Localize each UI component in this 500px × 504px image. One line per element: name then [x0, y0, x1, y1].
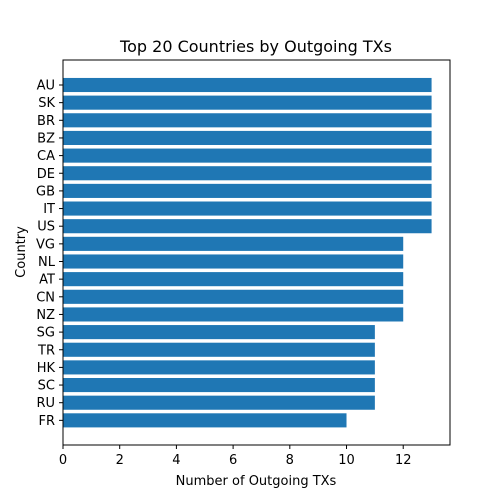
y-tick-label: GB — [36, 184, 55, 199]
bar-sk — [63, 96, 432, 110]
bar-ru — [63, 396, 375, 410]
bar-at — [63, 272, 403, 286]
y-tick-label: US — [37, 220, 55, 235]
y-tick-label: SC — [38, 379, 55, 394]
y-tick-label: AU — [37, 79, 55, 94]
y-tick-label: CA — [37, 149, 55, 164]
y-tick-label: TR — [37, 343, 55, 358]
bar-sc — [63, 378, 375, 392]
bar-gb — [63, 184, 432, 198]
bar-au — [63, 78, 432, 92]
x-tick-label: 4 — [172, 453, 180, 468]
bar-nl — [63, 254, 403, 268]
x-axis-label: Number of Outgoing TXs — [176, 474, 337, 489]
x-tick-label: 2 — [116, 453, 124, 468]
bar-us — [63, 219, 432, 233]
y-tick-label: NZ — [36, 308, 55, 323]
bar-br — [63, 113, 432, 127]
y-tick-label: CN — [36, 290, 55, 305]
y-tick-label: VG — [36, 237, 55, 252]
bar-vg — [63, 237, 403, 251]
chart-title: Top 20 Countries by Outgoing TXs — [119, 37, 392, 56]
bar-it — [63, 202, 432, 216]
bar-nz — [63, 307, 403, 321]
y-tick-label: BZ — [37, 131, 55, 146]
y-tick-label: HK — [37, 361, 56, 376]
x-tick-label: 8 — [286, 453, 294, 468]
y-tick-label: BR — [37, 114, 55, 129]
bar-tr — [63, 343, 375, 357]
y-tick-label: FR — [38, 414, 55, 429]
y-tick-label: DE — [37, 167, 55, 182]
bar-bz — [63, 131, 432, 145]
y-tick-label: RU — [36, 396, 55, 411]
x-tick-label: 6 — [229, 453, 237, 468]
x-tick-label: 10 — [338, 453, 355, 468]
x-tick-label: 0 — [59, 453, 67, 468]
y-axis-label: Country — [14, 226, 29, 278]
bar-de — [63, 166, 432, 180]
bar-ca — [63, 149, 432, 163]
bar-hk — [63, 360, 375, 374]
bar-sg — [63, 325, 375, 339]
bar-cn — [63, 290, 403, 304]
y-tick-label: SG — [37, 326, 55, 341]
x-tick-label: 12 — [395, 453, 412, 468]
y-tick-label: SK — [38, 96, 55, 111]
y-tick-label: IT — [43, 202, 55, 217]
y-tick-label: NL — [38, 255, 56, 270]
bar-fr — [63, 413, 347, 427]
y-tick-label: AT — [39, 273, 55, 288]
